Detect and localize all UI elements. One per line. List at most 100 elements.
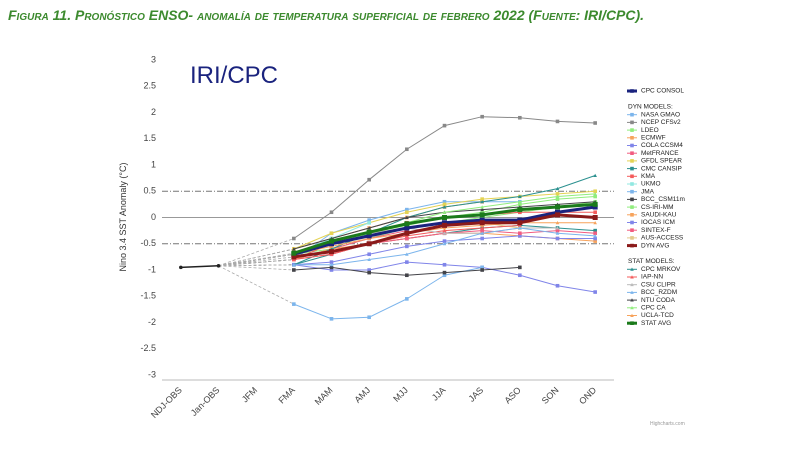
point <box>479 212 485 218</box>
point <box>555 212 560 218</box>
point <box>329 268 334 272</box>
point <box>630 275 634 279</box>
point <box>593 239 597 243</box>
point <box>630 213 634 217</box>
point <box>291 250 297 256</box>
point <box>329 317 334 321</box>
point <box>329 265 334 270</box>
legend-label: LDEO <box>641 127 659 134</box>
point <box>480 114 484 119</box>
point <box>630 236 634 240</box>
point <box>442 205 447 209</box>
legend-label: NTU CODA <box>641 297 676 304</box>
point <box>630 290 634 294</box>
point <box>518 273 522 278</box>
point <box>405 210 409 215</box>
legend-label: STAT AVG <box>641 320 671 327</box>
point <box>442 270 447 275</box>
point <box>179 265 183 270</box>
connector <box>218 256 294 267</box>
point <box>592 215 598 220</box>
point <box>630 243 634 248</box>
plot-area: -3 -2.5 -2 -1.5 -1 -0.5 0 0.5 1 1.5 2 2.5 3 NDJ-OBS Ja… <box>140 54 614 420</box>
point <box>518 210 522 215</box>
point <box>555 192 560 196</box>
point <box>480 236 484 241</box>
series <box>291 212 598 260</box>
series <box>291 201 598 256</box>
point <box>555 194 560 198</box>
point <box>292 302 296 306</box>
credit: Highcharts.com <box>650 421 685 427</box>
y-tick-label: 2 <box>151 107 156 117</box>
point <box>593 236 597 241</box>
point <box>367 220 371 225</box>
legend-label: SAUDI-KAU <box>641 212 677 219</box>
point <box>367 268 371 272</box>
point <box>442 215 447 220</box>
legend-label: CSU CLIPR <box>641 281 676 288</box>
point <box>630 298 634 302</box>
point <box>405 215 409 219</box>
y-tick-label: -1.5 <box>140 291 156 301</box>
connector <box>218 259 294 267</box>
point <box>593 228 597 233</box>
point <box>555 236 560 241</box>
point <box>518 226 522 230</box>
point <box>480 205 484 209</box>
point <box>329 249 334 255</box>
x-tick-label: Jan-OBS <box>189 385 222 418</box>
legend-label: JMA <box>641 188 655 195</box>
connector <box>218 265 295 305</box>
y-tick-label: -3 <box>148 369 156 379</box>
legend-label: BCC_CSM11m <box>641 196 685 203</box>
point <box>480 207 484 212</box>
point <box>480 231 484 235</box>
x-tick-label: JJA <box>430 385 448 403</box>
watermark: IRI/CPC <box>190 62 278 89</box>
point <box>518 265 522 270</box>
legend-label: MetFRANCE <box>641 150 679 157</box>
legend-label: SINTEX-F <box>641 227 671 234</box>
point <box>442 210 447 214</box>
legend-label: NASA GMAO <box>641 111 680 118</box>
point <box>630 205 634 209</box>
series <box>292 260 597 294</box>
point <box>555 119 560 124</box>
point <box>518 231 522 236</box>
point <box>291 254 297 260</box>
point <box>479 217 485 223</box>
point <box>366 229 372 235</box>
x-tick-label: OND <box>577 385 599 407</box>
y-axis-label: Nino 3.4 SST Anomaly (°C) <box>118 163 128 272</box>
x-tick-label: AMJ <box>352 385 372 405</box>
series <box>179 264 221 270</box>
point <box>442 220 447 226</box>
point <box>404 230 410 236</box>
point <box>630 112 634 117</box>
legend-label: CS-IRI-MM <box>641 204 674 211</box>
series <box>292 234 597 267</box>
x-tick-label: JAS <box>467 385 486 404</box>
y-tick-label: -2.5 <box>140 343 156 353</box>
point <box>442 199 447 204</box>
y-tick-label: 3 <box>151 54 156 64</box>
point <box>630 151 634 155</box>
point <box>405 244 409 249</box>
x-tick-label: NDJ-OBS <box>149 385 184 420</box>
connector <box>218 252 294 267</box>
point <box>630 136 634 140</box>
point <box>630 267 634 271</box>
point <box>404 221 410 227</box>
x-tick-label: ASO <box>502 385 523 406</box>
point <box>329 241 334 247</box>
point <box>630 182 634 186</box>
series-line <box>180 265 219 269</box>
series <box>292 265 522 278</box>
legend-label: KMA <box>641 173 656 180</box>
point <box>216 264 221 268</box>
point <box>442 231 447 235</box>
series <box>292 265 484 321</box>
legend-label: UKMO <box>641 181 661 188</box>
point <box>367 252 371 257</box>
